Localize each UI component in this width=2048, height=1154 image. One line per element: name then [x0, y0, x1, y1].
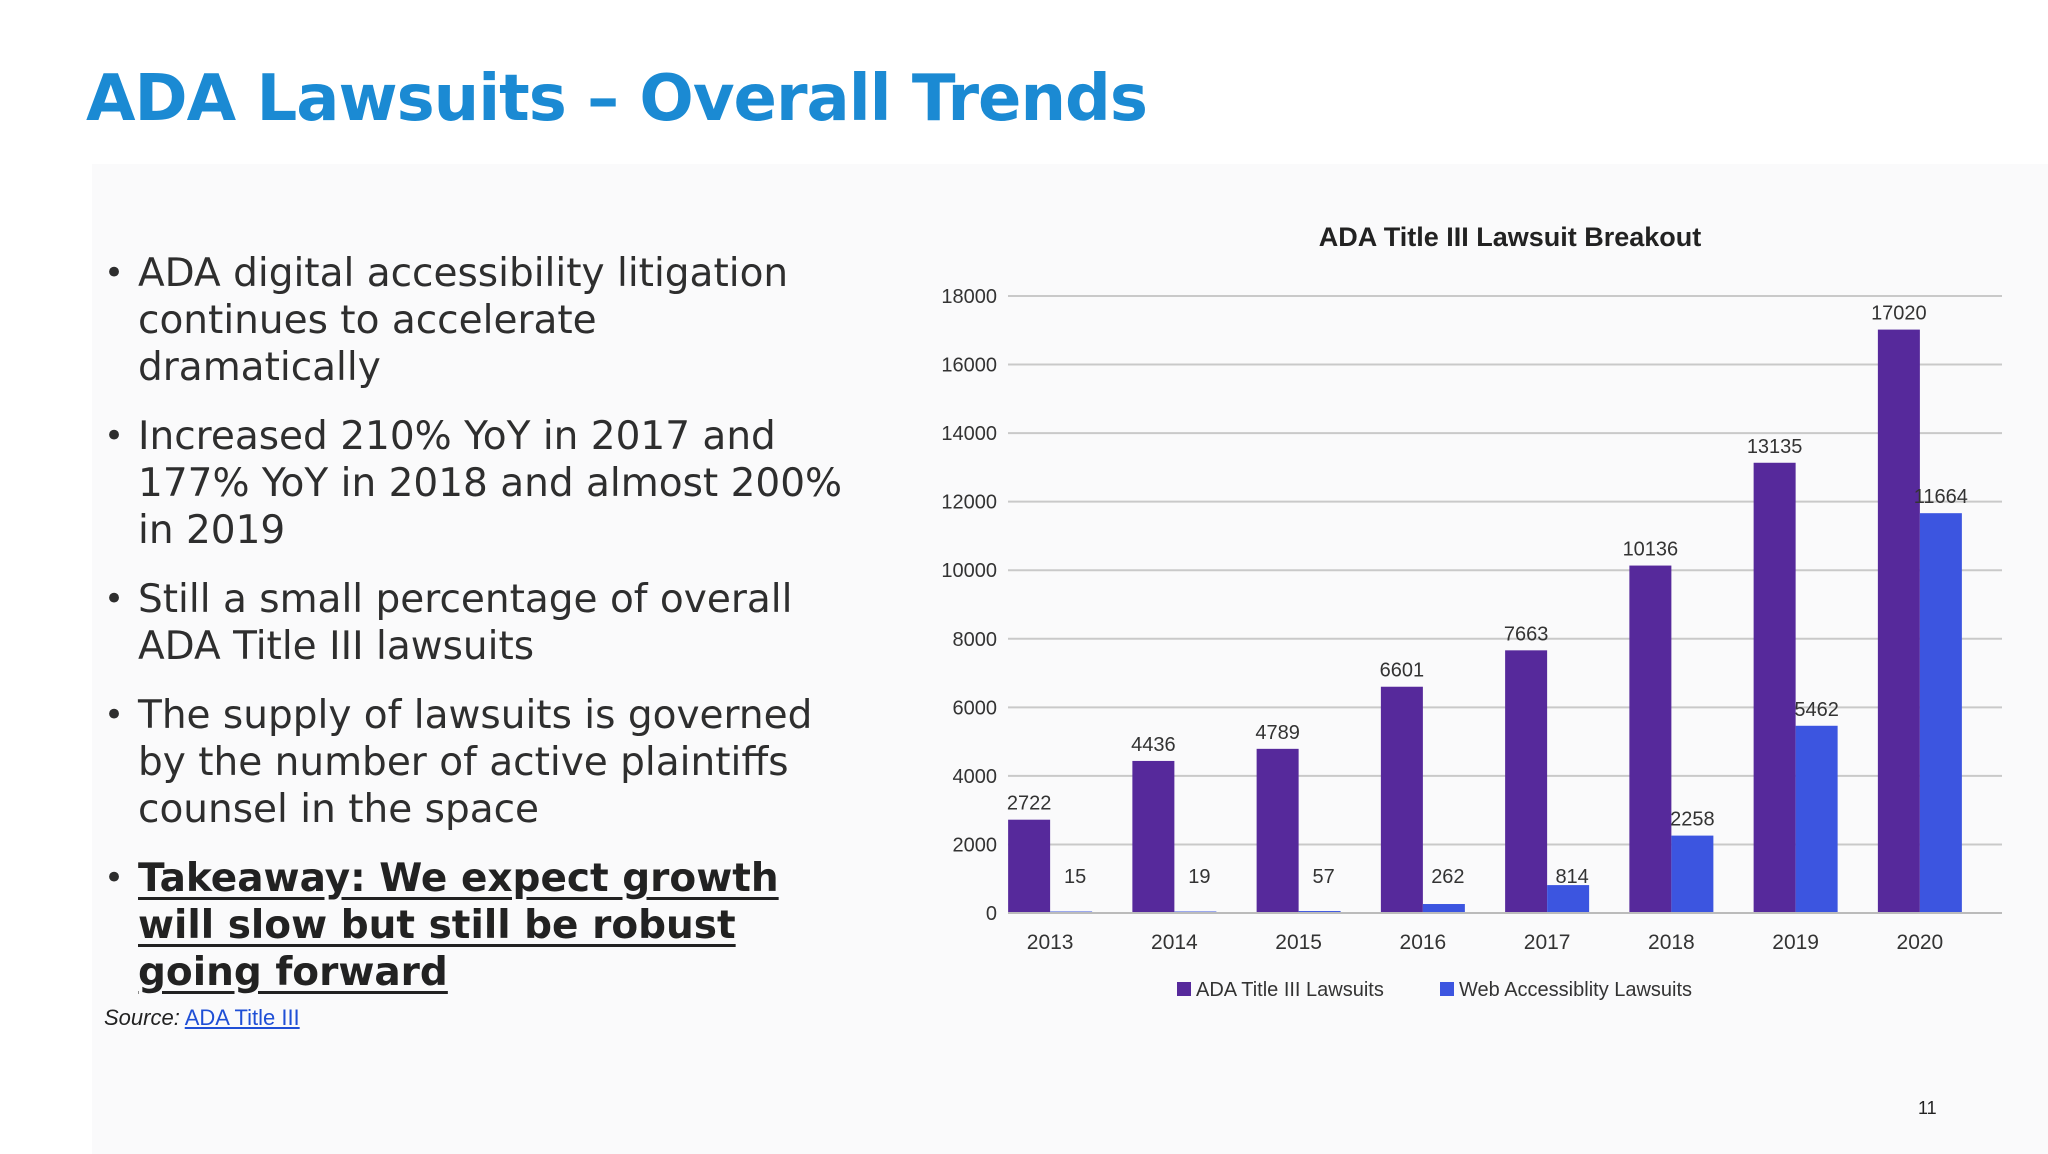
bar-ada	[1132, 760, 1175, 913]
legend-label: Web Accessiblity Lawsuits	[1459, 979, 1692, 1001]
takeaway-text: Takeaway: We expect growth will slow but…	[138, 856, 779, 995]
bar-ada	[1505, 650, 1548, 913]
y-tick-label: 18000	[941, 286, 997, 308]
source-note: Source: ADA Title III	[104, 1005, 300, 1031]
data-label: 57	[1313, 866, 1335, 888]
source-link[interactable]: ADA Title III	[184, 1005, 300, 1030]
y-tick-label: 6000	[953, 697, 998, 719]
content-panel	[92, 164, 2048, 1154]
y-tick-label: 4000	[953, 766, 998, 788]
data-label: 10136	[1623, 539, 1679, 561]
legend-swatch	[1440, 982, 1454, 996]
data-label: 11664	[1914, 486, 1968, 508]
bar-ada	[1256, 748, 1299, 913]
data-label: 4789	[1255, 722, 1300, 744]
data-label: 2722	[1007, 793, 1052, 815]
bullet-item: • Still a small percentage of overall ADA…	[104, 576, 844, 670]
slide-title: ADA Lawsuits – Overall Trends	[86, 62, 1148, 136]
bar-web	[1547, 885, 1590, 913]
bullet-text: ADA digital accessibility litigation con…	[138, 251, 789, 390]
data-label: 814	[1555, 866, 1588, 888]
bullet-dot: •	[104, 858, 125, 898]
bullet-text: Increased 210% YoY in 2017 and 177% YoY …	[138, 414, 843, 553]
y-tick-label: 10000	[941, 560, 997, 582]
legend-label: ADA Title III Lawsuits	[1196, 979, 1384, 1001]
data-label: 7663	[1504, 623, 1549, 645]
data-label: 262	[1431, 866, 1464, 888]
bullet-dot: •	[104, 695, 125, 735]
y-tick-label: 12000	[941, 492, 997, 514]
x-tick-label: 2018	[1648, 931, 1695, 954]
takeaway-bullet: • Takeaway: We expect growth will slow bu…	[104, 855, 844, 996]
bullet-item: • ADA digital accessibility litigation co…	[104, 250, 844, 391]
data-label: 15	[1064, 866, 1086, 888]
x-tick-label: 2016	[1400, 931, 1447, 954]
bullet-dot: •	[104, 579, 125, 619]
y-tick-label: 0	[986, 903, 997, 925]
bullet-text: Still a small percentage of overall ADA …	[138, 577, 793, 669]
bullet-text: The supply of lawsuits is governed by th…	[138, 693, 813, 832]
x-tick-label: 2019	[1772, 931, 1819, 954]
bullet-item: • The supply of lawsuits is governed by t…	[104, 692, 844, 833]
data-label: 5462	[1794, 699, 1839, 721]
data-label: 17020	[1871, 303, 1927, 325]
data-label: 2258	[1670, 809, 1715, 831]
bar-ada	[1877, 329, 1920, 913]
bar-ada	[1629, 565, 1672, 913]
bar-web	[1422, 904, 1465, 913]
data-label: 6601	[1380, 660, 1425, 682]
bar-ada	[1753, 462, 1796, 913]
bar-web	[1795, 725, 1838, 913]
bar-web	[1671, 835, 1714, 913]
x-tick-label: 2015	[1275, 931, 1322, 954]
data-label: 19	[1188, 866, 1210, 888]
bullet-list: • ADA digital accessibility litigation co…	[104, 250, 844, 1018]
bullet-dot: •	[104, 253, 125, 293]
page-number: 11	[1918, 1098, 1937, 1118]
data-label: 13135	[1747, 436, 1803, 458]
y-tick-label: 14000	[941, 423, 997, 445]
x-tick-label: 2017	[1524, 931, 1571, 954]
x-tick-label: 2013	[1027, 931, 1074, 954]
y-tick-label: 16000	[941, 355, 997, 377]
legend-swatch	[1177, 982, 1191, 996]
bullet-item: • Increased 210% YoY in 2017 and 177% YoY…	[104, 413, 844, 554]
data-label: 4436	[1131, 734, 1176, 756]
bar-web	[1919, 513, 1962, 913]
bullet-dot: •	[104, 416, 125, 456]
y-tick-label: 2000	[953, 834, 998, 856]
x-tick-label: 2014	[1151, 931, 1198, 954]
bar-ada	[1380, 686, 1423, 913]
source-label: Source:	[104, 1005, 180, 1030]
bar-ada	[1008, 819, 1051, 913]
x-tick-label: 2020	[1897, 931, 1944, 954]
chart-title: ADA Title III Lawsuit Breakout	[1319, 222, 1702, 252]
y-tick-label: 8000	[953, 629, 998, 651]
